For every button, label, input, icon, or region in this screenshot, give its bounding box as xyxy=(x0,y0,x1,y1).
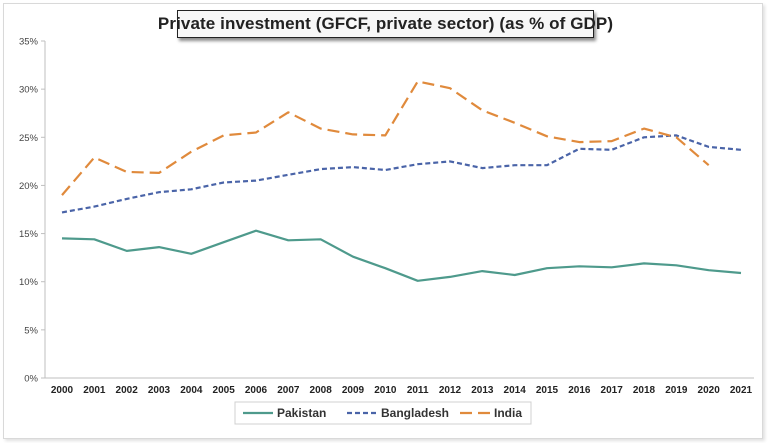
y-tick-label: 20% xyxy=(19,181,39,192)
y-tick-label: 10% xyxy=(19,277,39,288)
legend-box xyxy=(234,401,532,425)
y-tick-label: 15% xyxy=(19,229,39,240)
x-tick-label: 2008 xyxy=(310,385,333,396)
y-tick-label: 5% xyxy=(24,325,38,336)
chart-axes: 0% 5% 10% 15% 20% 25% 30% 35% 2000 2001 2002 2003 20… xyxy=(19,37,754,396)
chart-series xyxy=(61,80,742,282)
x-tick-label: 2019 xyxy=(665,385,688,396)
x-tick-label: 2018 xyxy=(633,385,656,396)
y-tick-label: 30% xyxy=(19,85,39,96)
x-tick-label: 2003 xyxy=(148,385,171,396)
x-tick-label: 2016 xyxy=(568,385,591,396)
x-tick-label: 2012 xyxy=(439,385,462,396)
y-tick-label: 35% xyxy=(19,37,39,48)
x-tick-label: 2004 xyxy=(180,385,203,396)
x-tick-label: 2017 xyxy=(601,385,624,396)
x-tick-label: 2006 xyxy=(245,385,268,396)
x-tick-label: 2015 xyxy=(536,385,559,396)
series-line-bangladesh xyxy=(61,134,742,214)
x-tick-label: 2000 xyxy=(51,385,74,396)
x-tick-label: 2014 xyxy=(504,385,527,396)
series-line-india xyxy=(61,80,710,196)
y-tick-label: 25% xyxy=(19,133,39,144)
x-tick-label: 2009 xyxy=(342,385,365,396)
chart-legend: Pakistan Bangladesh India xyxy=(234,401,532,425)
x-tick-label: 2002 xyxy=(116,385,139,396)
x-tick-label: 2021 xyxy=(730,385,753,396)
series-line-pakistan xyxy=(61,229,742,282)
legend-label-india: India xyxy=(494,406,522,420)
y-tick-label: 0% xyxy=(24,374,38,385)
legend-label-bangladesh: Bangladesh xyxy=(381,406,449,420)
chart-title-box: Private investment (GFCF, private sector… xyxy=(158,10,613,38)
chart-title: Private investment (GFCF, private sector… xyxy=(157,14,614,33)
x-tick-label: 2007 xyxy=(277,385,300,396)
x-tick-label: 2020 xyxy=(698,385,721,396)
x-tick-label: 2013 xyxy=(471,385,494,396)
x-tick-label: 2010 xyxy=(374,385,397,396)
x-tick-label: 2005 xyxy=(213,385,236,396)
x-tick-label: 2011 xyxy=(407,385,429,396)
x-tick-label: 2001 xyxy=(83,385,106,396)
legend-label-pakistan: Pakistan xyxy=(277,406,326,420)
chart-frame xyxy=(3,3,763,439)
